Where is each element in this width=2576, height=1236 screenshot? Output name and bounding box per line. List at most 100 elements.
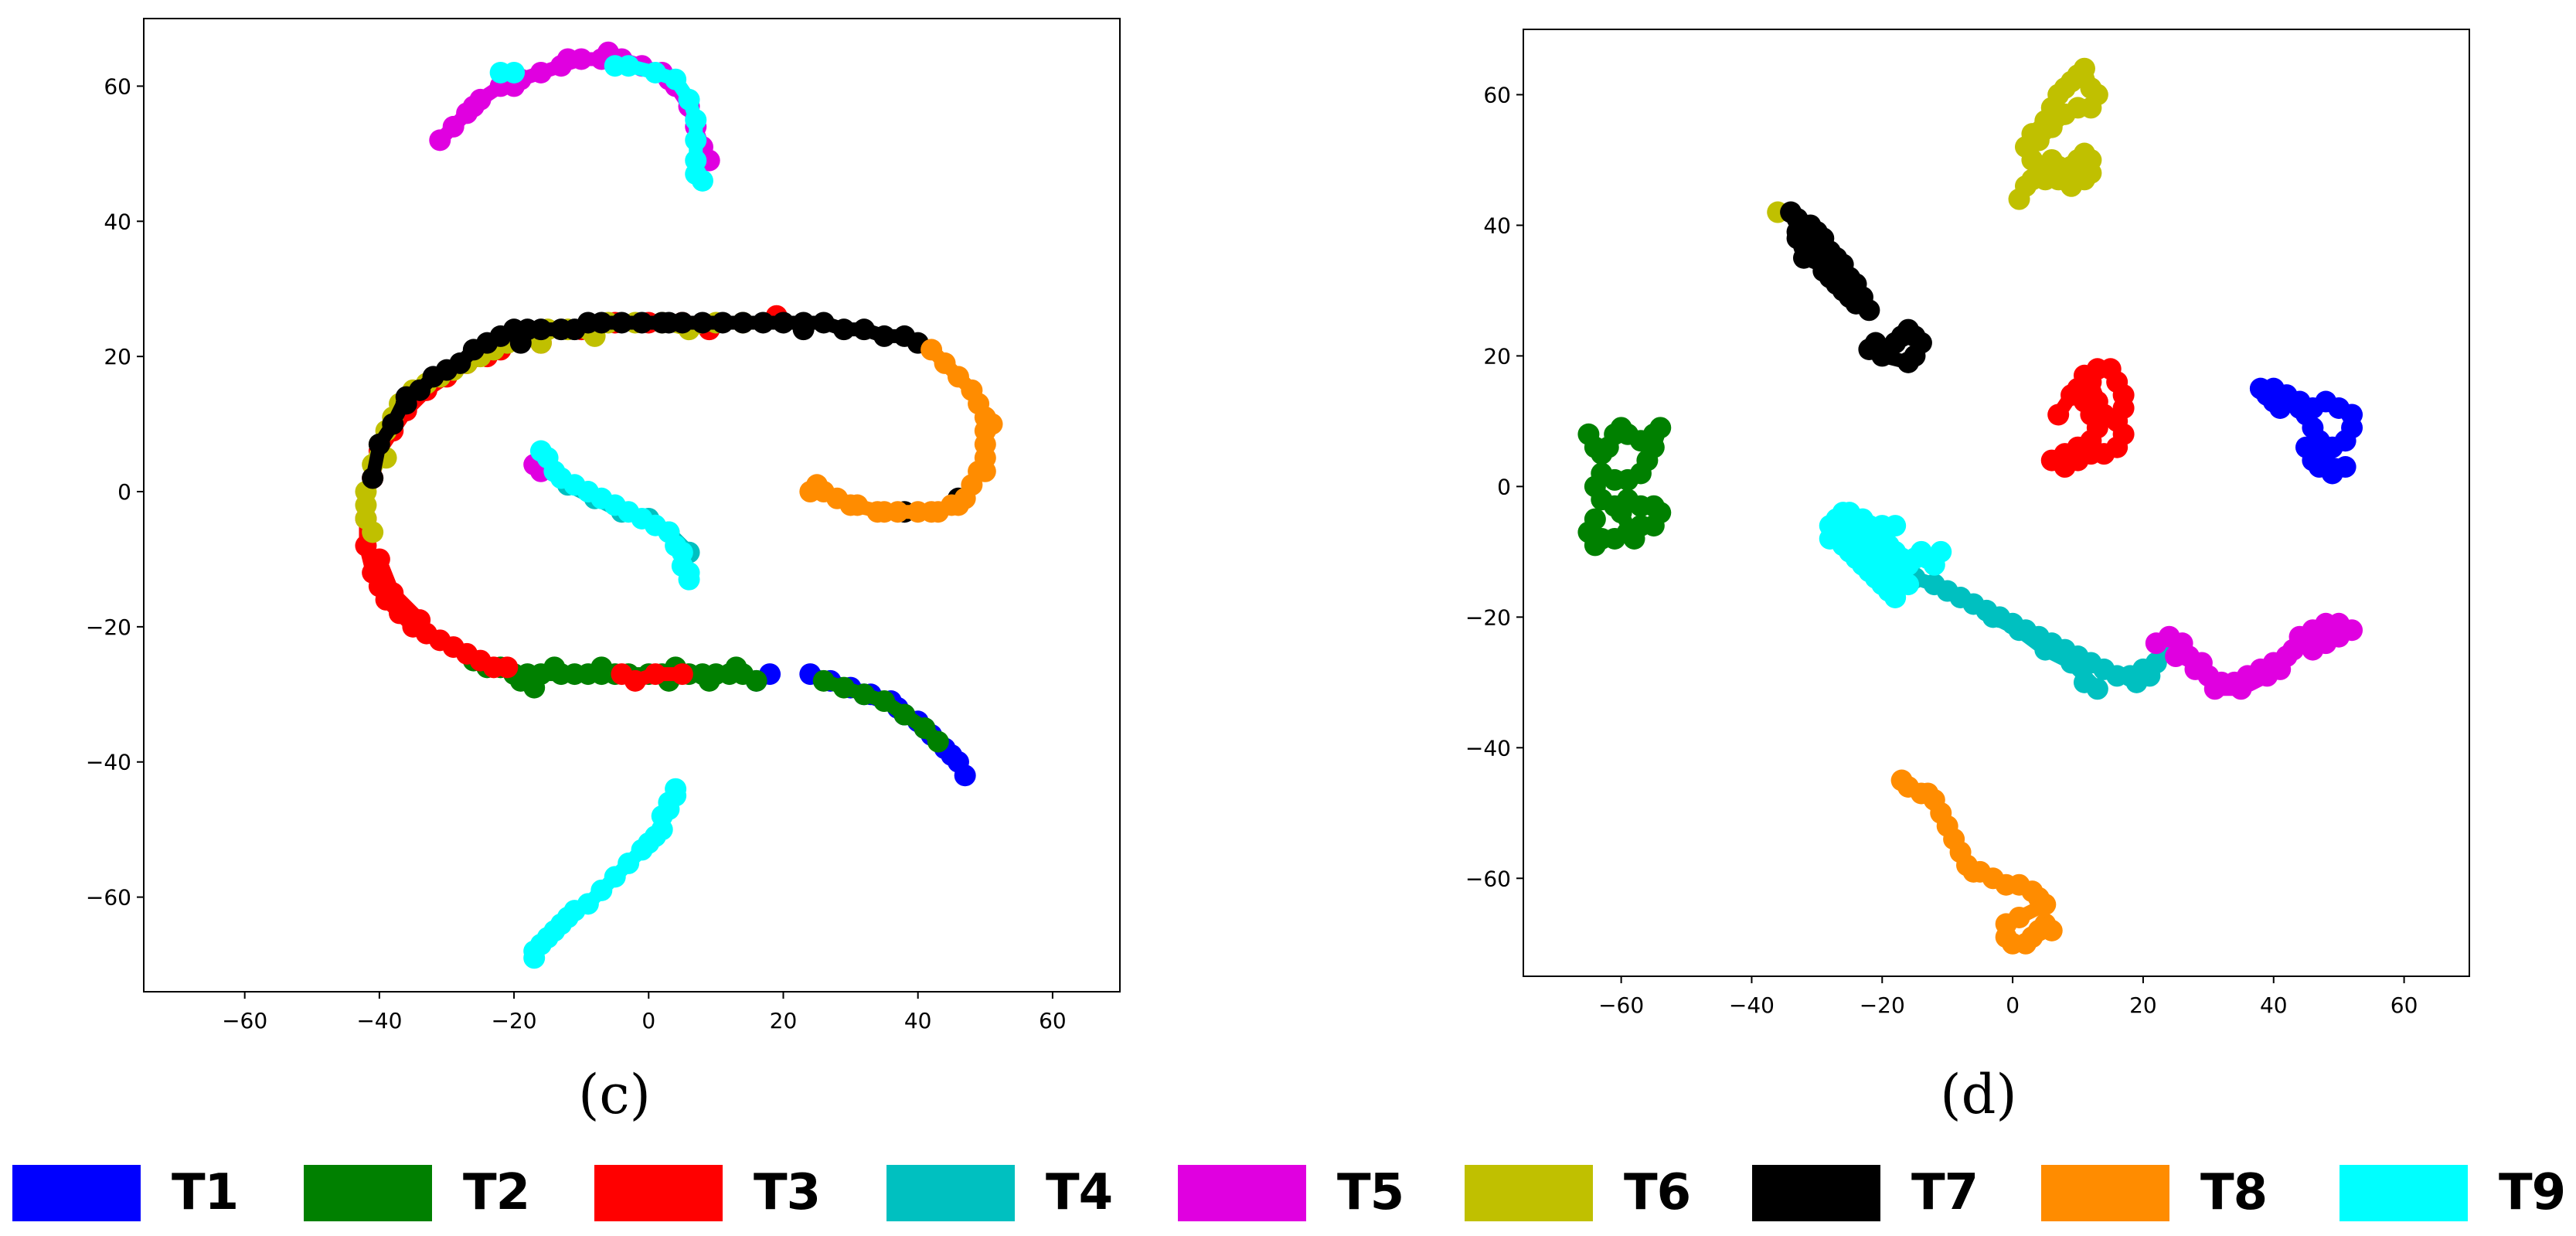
x-tick-label: −40 [356,1008,402,1033]
trail-T4-27 [2129,669,2157,690]
x-tick-label: 60 [2391,993,2418,1018]
trail-T2-30 [1581,512,1602,540]
y-tick-label: −20 [86,615,131,640]
legend-label: T1 [172,1164,239,1221]
series-T2 [462,649,949,753]
legend-label: T2 [463,1164,530,1221]
legend-item-T6: T6 [1465,1162,1691,1224]
point-T7-37 [509,332,532,354]
legend-item-T4: T4 [886,1162,1113,1224]
trail-T5-17 [695,140,716,168]
x-tick-label: −40 [1729,993,1775,1018]
legend-label: T3 [754,1164,821,1221]
legend: T1 T2 T3 T4 T5 T6 T7 T8 T9 [0,1162,2576,1224]
series-T2 [1577,417,1672,557]
legend-item-T3: T3 [594,1162,821,1224]
y-tick-label: 0 [117,479,131,505]
x-tick-label: 40 [904,1008,932,1033]
y-tick-label: 40 [1483,213,1511,238]
legend-swatch [1752,1164,1880,1221]
trail-T2-32 [1614,506,1642,546]
ticks: −60 −40 −20 0 20 40 60 −60 −40 −20 0 20 40 60 [1465,82,2418,1018]
scatter-points [355,41,1003,969]
trail-T5-23 [2234,669,2275,696]
legend-item-T8: T8 [2041,1162,2268,1224]
legend-swatch [2041,1164,2169,1221]
trail-T5-25 [2169,649,2209,670]
series-T4 [1904,567,2174,700]
trail-T3-28 [386,586,427,628]
legend-item-T5: T5 [1178,1162,1404,1224]
x-tick-label: 60 [1039,1008,1067,1033]
series-T5 [429,41,720,482]
trail-T7-27 [1829,264,1863,298]
x-tick-label: −20 [492,1008,537,1033]
y-tick-label: 20 [104,344,131,369]
trail-T9-42 [1849,538,1877,566]
point-T6-29 [362,521,384,543]
trail-T7-38 [1862,342,1890,363]
y-tick-label: −60 [86,885,131,911]
x-tick-label: 40 [2260,993,2288,1018]
legend-label: T6 [1624,1164,1691,1221]
series-T7 [362,312,969,523]
series-T5 [2145,612,2363,700]
y-tick-label: −20 [1465,604,1511,630]
trail-T9-17 [1927,544,1948,572]
panel-d: −60 −40 −20 0 20 40 60 −60 −40 −20 0 20 40 60 (d) [1465,29,2470,1126]
trail-T3-25 [2084,375,2112,422]
trail-T7-33 [897,329,925,350]
trail-T1-23 [2266,381,2288,415]
legend-swatch [12,1164,141,1221]
legend-item-T7: T7 [1752,1162,1979,1224]
legend-swatch [886,1164,1015,1221]
trail-T2-34 [513,660,562,688]
legend-swatch [304,1164,432,1221]
x-tick-label: −20 [1860,993,1905,1018]
y-tick-label: −60 [1465,866,1511,891]
scatter-points [1577,57,2363,955]
legend-item-T1: T1 [12,1162,239,1224]
trail-T8-27 [843,498,892,519]
ticks: −60 −40 −20 0 20 40 60 −60 −40 −20 0 20 40 60 [86,73,1067,1033]
x-tick-label: 0 [641,1008,655,1033]
trail-T1-21 [2299,440,2320,468]
trail-T1-15 [2292,401,2313,422]
panel-caption: (d) [1940,1063,2016,1126]
legend-label: T7 [1911,1164,1979,1221]
series-T1 [745,663,976,787]
series-T9 [1819,502,1952,608]
x-tick-label: 20 [770,1008,798,1033]
trail-T9-11 [689,167,710,188]
trail-T4-25 [1986,610,2026,638]
series-T3 [355,305,788,692]
trail-T5-19 [527,458,548,478]
series-T8 [799,339,1003,523]
trail-T6-34 [2031,120,2059,148]
y-tick-label: 60 [1483,82,1511,107]
panel-caption: (c) [578,1063,651,1126]
legend-label: T4 [1046,1164,1113,1221]
x-tick-label: −60 [1598,993,1644,1018]
trail-T8-24 [2038,917,2059,938]
legend-item-T9: T9 [2339,1162,2566,1224]
series-T1 [2249,377,2363,485]
panel-c: −60 −40 −20 0 20 40 60 −60 −40 −20 0 20 40 60 (c) [86,18,1121,1126]
series-T9 [489,55,713,969]
axes-frame [143,18,1121,993]
point-T9-43 [1884,515,1907,537]
series-T3 [2040,358,2135,478]
y-tick-label: 40 [104,209,131,234]
trail-T9-49 [662,781,683,816]
legend-swatch [594,1164,723,1221]
legend-label: T8 [2200,1164,2268,1221]
axes-frame [1523,29,2470,977]
y-tick-label: 0 [1497,474,1511,499]
y-tick-label: −40 [86,750,131,775]
series-T8 [1890,769,2063,955]
legend-swatch [1178,1164,1306,1221]
trail-T5-20 [2305,636,2333,657]
trail-T8-25 [924,498,965,519]
trail-T8-21 [803,478,825,499]
